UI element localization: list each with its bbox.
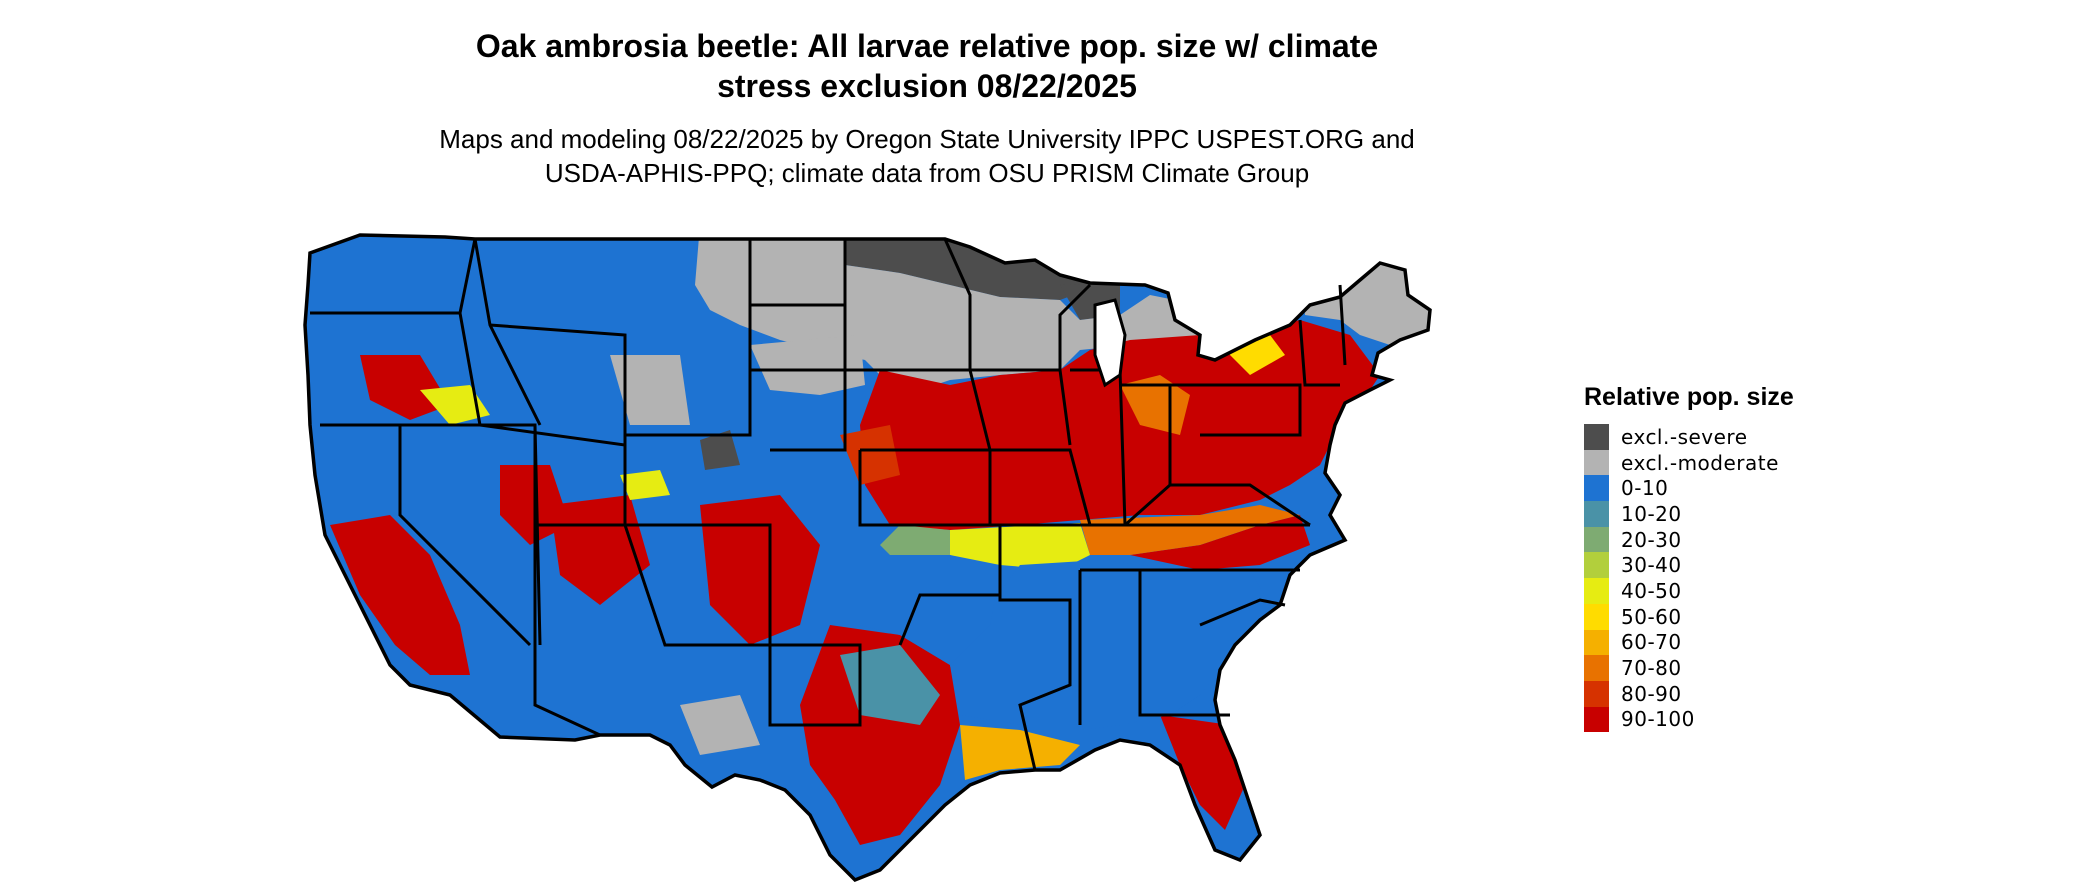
border-nd-sd — [750, 303, 860, 372]
border-sc-nc — [1199, 598, 1286, 627]
legend-swatch — [1584, 526, 1609, 553]
zone-90-100-california — [330, 515, 470, 675]
us-map-canvas — [303, 233, 1432, 882]
zone-90-100-pacific-nw — [360, 355, 450, 420]
state-borders — [310, 238, 1347, 771]
legend-swatch — [1584, 578, 1609, 604]
border-wv-va — [1170, 483, 1311, 527]
zone-90-100-appalachia — [1130, 515, 1310, 570]
zone-40-50-utah — [620, 470, 670, 500]
legend-label: 60-70 — [1621, 630, 1682, 655]
legend-swatch — [1584, 655, 1609, 681]
border-mn — [943, 238, 972, 370]
zone-0-10-southeast — [950, 560, 1270, 730]
border-la — [1000, 598, 1072, 771]
zone-40-50-band-south — [950, 523, 1090, 570]
legend-swatch — [1584, 424, 1609, 450]
border-az — [533, 525, 601, 737]
legend: Relative pop. size excl.-severe excl.-mod… — [1584, 382, 1884, 733]
zone-excl-moderate-az — [680, 695, 760, 755]
border-pa — [1170, 383, 1302, 437]
legend-item: 80-90 — [1584, 680, 1884, 707]
legend-item: 30-40 — [1584, 552, 1884, 579]
us-map — [300, 225, 1560, 890]
legend-title: Relative pop. size — [1584, 383, 1794, 411]
legend-swatch — [1584, 552, 1609, 579]
legend-item: 20-30 — [1584, 526, 1884, 553]
legend-swatch — [1584, 475, 1609, 502]
lake-michigan — [1093, 298, 1127, 388]
legend-item: excl.-severe — [1584, 424, 1884, 450]
border-mt-wy — [489, 323, 627, 445]
legend-item: 0-10 — [1584, 475, 1884, 502]
map-subtitle: Maps and modeling 08/22/2025 by Oregon S… — [0, 122, 1854, 190]
legend-swatch — [1584, 680, 1609, 707]
border-ne-ia — [860, 368, 992, 452]
zone-0-10-southern-plains — [860, 555, 1000, 665]
legend-item: 40-50 — [1584, 578, 1884, 604]
map-subtitle-line-1: Maps and modeling 08/22/2025 by Oregon S… — [439, 124, 1415, 154]
zone-excl-severe-co — [700, 430, 740, 470]
border-nm-tx — [768, 643, 862, 727]
legend-label: 30-40 — [1621, 553, 1682, 578]
zone-60-70-gulf — [960, 725, 1080, 780]
legend-label: 20-30 — [1621, 527, 1682, 552]
legend-swatch — [1584, 629, 1609, 656]
zone-excl-moderate-wy — [750, 335, 865, 395]
legend-swatch — [1584, 603, 1609, 630]
zone-excl-moderate-id — [610, 355, 690, 425]
legend-label: 0-10 — [1621, 476, 1669, 501]
zone-10-20-texas — [840, 645, 940, 725]
legend-item: 10-20 — [1584, 501, 1884, 527]
map-title: Oak ambrosia beetle: All larvae relative… — [0, 26, 1854, 106]
zone-40-50-oregon — [420, 385, 490, 425]
border-in-oh — [1120, 383, 1172, 527]
legend-label: 50-60 — [1621, 604, 1682, 629]
legend-swatch — [1584, 501, 1609, 527]
legend-label: 80-90 — [1621, 681, 1682, 706]
legend-label: excl.-moderate — [1621, 450, 1779, 475]
zone-90-100-four-corners — [700, 495, 820, 645]
legend-items: excl.-severe excl.-moderate 0-10 10-20 20-30… — [1584, 424, 1884, 733]
legend-label: 40-50 — [1621, 578, 1682, 603]
zone-80-90-plains — [840, 425, 900, 485]
legend-label: 10-20 — [1621, 501, 1682, 526]
border-ca-nv — [398, 425, 532, 647]
map-title-line-1: Oak ambrosia beetle: All larvae relative… — [475, 28, 1379, 64]
border-wi — [1058, 283, 1092, 370]
legend-swatch — [1584, 706, 1609, 733]
legend-item: 50-60 — [1584, 603, 1884, 630]
legend-label: 70-80 — [1621, 656, 1682, 681]
zone-90-100-florida — [1160, 715, 1245, 830]
legend-item: 60-70 — [1584, 629, 1884, 656]
legend-item: excl.-moderate — [1584, 449, 1884, 476]
legend-item: 70-80 — [1584, 655, 1884, 681]
legend-swatch — [1584, 449, 1609, 476]
legend-label: 90-100 — [1621, 707, 1695, 732]
map-title-line-2: stress exclusion 08/22/2025 — [717, 68, 1137, 104]
zone-70-80-band — [1080, 505, 1300, 555]
legend-item: 90-100 — [1584, 706, 1884, 733]
zone-70-80-michigan — [1120, 375, 1190, 435]
map-subtitle-line-2: USDA-APHIS-PPQ; climate data from OSU PR… — [544, 158, 1310, 188]
legend-label: excl.-severe — [1621, 424, 1748, 449]
